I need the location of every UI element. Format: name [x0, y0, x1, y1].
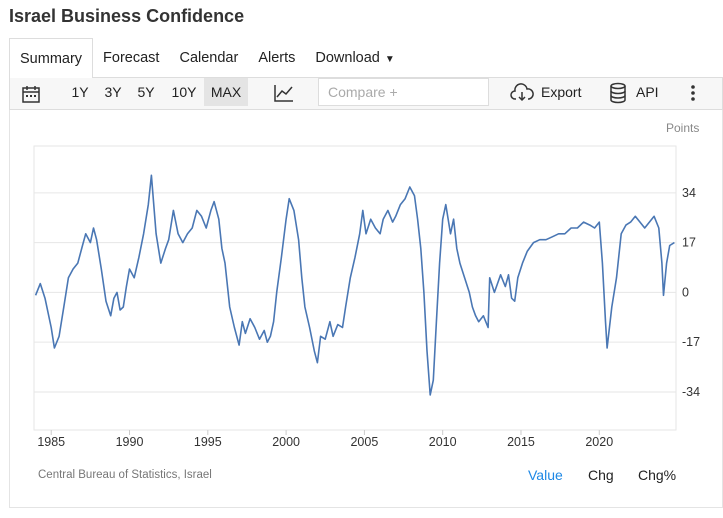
- chart-toolbar: 1Y 3Y 5Y 10Y MAX Compare + Export API: [9, 78, 723, 110]
- compare-input[interactable]: Compare +: [318, 78, 489, 106]
- tab-download-label: Download: [315, 49, 380, 66]
- y-tick-label: 17: [682, 236, 696, 250]
- y-tick-label: 34: [682, 186, 696, 200]
- range-max[interactable]: MAX: [204, 78, 248, 106]
- series-line: [34, 174, 675, 396]
- line-chart-icon[interactable]: [273, 83, 295, 103]
- tab-alerts[interactable]: Alerts: [258, 49, 296, 66]
- tab-forecast[interactable]: Forecast: [103, 49, 160, 66]
- tab-summary[interactable]: Summary: [9, 37, 94, 79]
- chevron-down-icon: ▼: [384, 53, 395, 65]
- api-button[interactable]: API: [636, 84, 659, 100]
- mode-chg[interactable]: Chg: [588, 467, 614, 483]
- y-tick-label: 0: [682, 285, 689, 299]
- range-10y[interactable]: 10Y: [171, 84, 197, 100]
- x-tick-label: 2020: [585, 435, 613, 449]
- calendar-icon[interactable]: [21, 84, 41, 104]
- mode-value[interactable]: Value: [528, 467, 563, 483]
- y-tick-label: -17: [682, 335, 700, 349]
- x-tick-label: 2015: [507, 435, 535, 449]
- x-tick-label: 1985: [37, 435, 65, 449]
- x-tick-label: 2000: [272, 435, 300, 449]
- range-3y[interactable]: 3Y: [104, 84, 122, 100]
- x-tick-label: 1990: [116, 435, 144, 449]
- x-tick-label: 2005: [350, 435, 378, 449]
- source-label: Central Bureau of Statistics, Israel: [38, 469, 212, 481]
- database-icon[interactable]: [609, 82, 627, 104]
- mode-chg-pct[interactable]: Chg%: [638, 467, 677, 483]
- y-axis-unit-label: Points: [666, 121, 700, 135]
- page-title: Israel Business Confidence: [9, 6, 245, 26]
- x-tick-label: 1995: [194, 435, 222, 449]
- export-button[interactable]: Export: [541, 84, 582, 100]
- cloud-download-icon[interactable]: [510, 83, 534, 103]
- tab-bar: Summary Forecast Calendar Alerts Downloa…: [9, 37, 723, 79]
- tab-calendar[interactable]: Calendar: [179, 49, 239, 66]
- plot-area: [33, 145, 677, 431]
- range-1y[interactable]: 1Y: [71, 84, 89, 100]
- y-tick-label: -34: [682, 385, 700, 399]
- more-vertical-icon[interactable]: [686, 83, 700, 103]
- tab-download[interactable]: Download ▼: [305, 38, 404, 78]
- range-5y[interactable]: 5Y: [137, 84, 155, 100]
- x-tick-label: 2010: [429, 435, 457, 449]
